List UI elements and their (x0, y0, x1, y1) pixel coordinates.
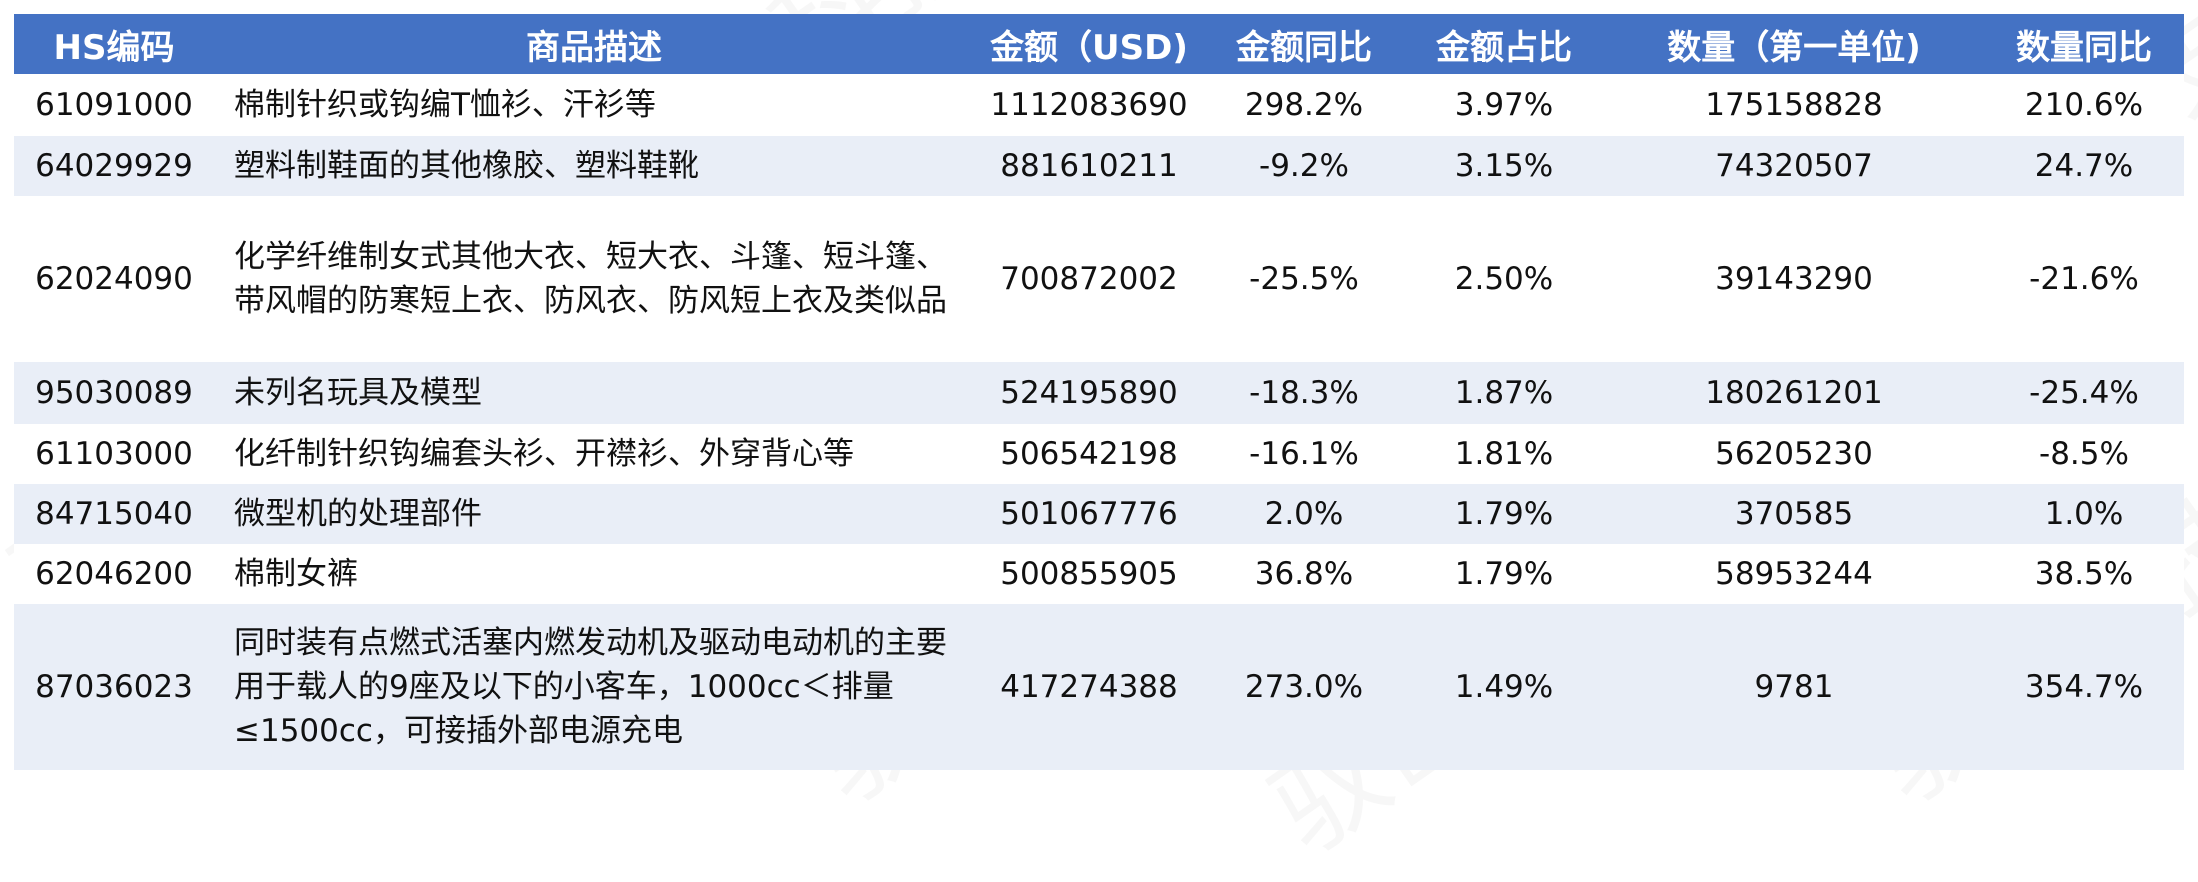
table-row: 61103000 化纤制针织钩编套头衫、开襟衫、外穿背心等 506542198 … (14, 424, 2184, 484)
quantity-yoy-cell: -8.5% (2039, 436, 2129, 472)
col-header-amount: 金额（USD) (990, 27, 1188, 68)
description-cell: 塑料制鞋面的其他橡胶、塑料鞋靴 (234, 148, 699, 184)
quantity-cell: 370585 (1734, 496, 1854, 532)
quantity-yoy-cell: -25.4% (2029, 375, 2139, 411)
hs-code-cell: 61103000 (35, 436, 193, 472)
amount-cell: 417274388 (1000, 669, 1178, 705)
quantity-cell: 39143290 (1715, 261, 1873, 297)
table-row: 95030089 未列名玩具及模型 524195890 -18.3% 1.87%… (14, 362, 2184, 424)
amount-yoy-cell: 298.2% (1244, 87, 1364, 123)
col-header-amount-share: 金额占比 (1436, 27, 1572, 68)
amount-yoy-cell: 273.0% (1244, 669, 1364, 705)
amount-cell: 506542198 (1000, 436, 1178, 472)
hs-code-cell: 64029929 (35, 148, 193, 184)
quantity-cell: 58953244 (1715, 556, 1873, 592)
amount-share-cell: 3.15% (1454, 148, 1554, 184)
col-header-quantity-yoy: 数量同比 (2016, 27, 2152, 68)
hs-code-cell: 62046200 (35, 556, 193, 592)
quantity-yoy-cell: 24.7% (2034, 148, 2134, 184)
description-cell: 棉制针织或钩编T恤衫、汗衫等 (234, 87, 656, 123)
amount-cell: 1112083690 (990, 87, 1188, 123)
quantity-cell: 175158828 (1705, 87, 1883, 123)
quantity-yoy-cell: 210.6% (2024, 87, 2144, 123)
quantity-yoy-cell: 38.5% (2034, 556, 2134, 592)
amount-cell: 500855905 (1000, 556, 1178, 592)
hs-code-cell: 62024090 (35, 261, 193, 297)
amount-cell: 501067776 (1000, 496, 1178, 532)
quantity-cell: 74320507 (1715, 148, 1873, 184)
amount-share-cell: 1.79% (1454, 556, 1554, 592)
hs-code-cell: 61091000 (35, 87, 193, 123)
description-cell: 化纤制针织钩编套头衫、开襟衫、外穿背心等 (234, 436, 854, 472)
data-table: HS编码 商品描述 金额（USD) 金额同比 金额占比 数量（第一单位) 数量同… (14, 14, 2184, 770)
export-table: HS编码 商品描述 金额（USD) 金额同比 金额占比 数量（第一单位) 数量同… (14, 14, 2184, 770)
amount-share-cell: 1.49% (1454, 669, 1554, 705)
description-cell: 化学纤维制女式其他大衣、短大衣、斗篷、短斗篷、带风帽的防寒短上衣、防风衣、防风短… (234, 239, 947, 319)
amount-yoy-cell: 2.0% (1264, 496, 1344, 532)
amount-share-cell: 1.87% (1454, 375, 1554, 411)
col-header-quantity: 数量（第一单位) (1667, 27, 1921, 68)
quantity-cell: 180261201 (1705, 375, 1883, 411)
hs-code-cell: 87036023 (35, 669, 193, 705)
quantity-yoy-cell: 1.0% (2044, 496, 2124, 532)
amount-yoy-cell: 36.8% (1254, 556, 1354, 592)
amount-share-cell: 3.97% (1454, 87, 1554, 123)
description-cell: 同时装有点燃式活塞内燃发动机及驱动电动机的主要用于载人的9座及以下的小客车，10… (234, 625, 947, 749)
table-row: 61091000 棉制针织或钩编T恤衫、汗衫等 1112083690 298.2… (14, 74, 2184, 136)
table-row: 64029929 塑料制鞋面的其他橡胶、塑料鞋靴 881610211 -9.2%… (14, 136, 2184, 196)
quantity-yoy-cell: -21.6% (2029, 261, 2139, 297)
table-row: 84715040 微型机的处理部件 501067776 2.0% 1.79% 3… (14, 484, 2184, 544)
amount-cell: 700872002 (1000, 261, 1178, 297)
amount-share-cell: 1.81% (1454, 436, 1554, 472)
amount-share-cell: 2.50% (1454, 261, 1554, 297)
description-cell: 未列名玩具及模型 (234, 375, 482, 411)
col-header-hs-code: HS编码 (53, 27, 175, 68)
amount-yoy-cell: -25.5% (1249, 261, 1359, 297)
col-header-description: 商品描述 (526, 27, 662, 68)
quantity-cell: 56205230 (1715, 436, 1873, 472)
amount-cell: 524195890 (1000, 375, 1178, 411)
table-row: 62024090 化学纤维制女式其他大衣、短大衣、斗篷、短斗篷、带风帽的防寒短上… (14, 196, 2184, 362)
table-row: 87036023 同时装有点燃式活塞内燃发动机及驱动电动机的主要用于载人的9座及… (14, 604, 2184, 770)
table-row: 62046200 棉制女裤 500855905 36.8% 1.79% 5895… (14, 544, 2184, 604)
quantity-yoy-cell: 354.7% (2024, 669, 2144, 705)
hs-code-cell: 84715040 (35, 496, 193, 532)
description-cell: 棉制女裤 (234, 556, 358, 592)
amount-yoy-cell: -16.1% (1249, 436, 1359, 472)
amount-yoy-cell: -18.3% (1249, 375, 1359, 411)
hs-code-cell: 95030089 (35, 375, 193, 411)
table-header-row: HS编码 商品描述 金额（USD) 金额同比 金额占比 数量（第一单位) 数量同… (14, 14, 2184, 74)
amount-yoy-cell: -9.2% (1259, 148, 1349, 184)
amount-cell: 881610211 (1000, 148, 1178, 184)
description-cell: 微型机的处理部件 (234, 496, 482, 532)
col-header-amount-yoy: 金额同比 (1236, 27, 1372, 68)
amount-share-cell: 1.79% (1454, 496, 1554, 532)
quantity-cell: 9781 (1754, 669, 1834, 705)
